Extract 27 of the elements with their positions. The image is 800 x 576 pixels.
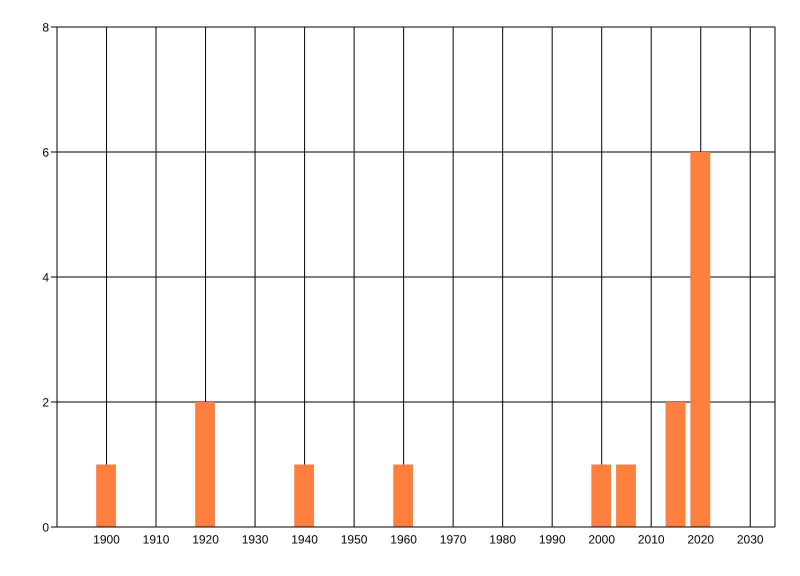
x-tick-label: 1970 [440, 532, 467, 547]
bar [294, 464, 314, 527]
x-tick-label: 1930 [242, 532, 269, 547]
bar [195, 402, 215, 527]
x-tick-label: 1960 [390, 532, 418, 547]
bar [666, 402, 686, 527]
bar [96, 464, 116, 527]
bar [690, 152, 710, 527]
y-tick-label: 4 [42, 270, 50, 284]
y-tick-label: 8 [42, 20, 50, 34]
y-tick-label: 6 [42, 145, 50, 160]
y-tick-label: 2 [42, 395, 50, 410]
x-tick-label: 2030 [736, 532, 764, 547]
x-tick-label: 2010 [638, 532, 665, 547]
x-tick-label: 1980 [489, 532, 516, 547]
bar [393, 464, 414, 527]
x-tick-label: 1990 [538, 532, 566, 547]
x-tick-label: 1910 [142, 532, 170, 547]
bar [591, 464, 612, 527]
x-tick-label: 1920 [192, 532, 220, 547]
x-tick-label: 2020 [687, 532, 714, 547]
x-tick-label: 2000 [588, 532, 616, 547]
x-tick-label: 1940 [291, 532, 318, 547]
y-tick-label: 0 [42, 520, 50, 534]
x-tick-label: 1950 [340, 532, 368, 547]
bar [616, 464, 636, 527]
x-tick-label: 1900 [93, 532, 120, 547]
